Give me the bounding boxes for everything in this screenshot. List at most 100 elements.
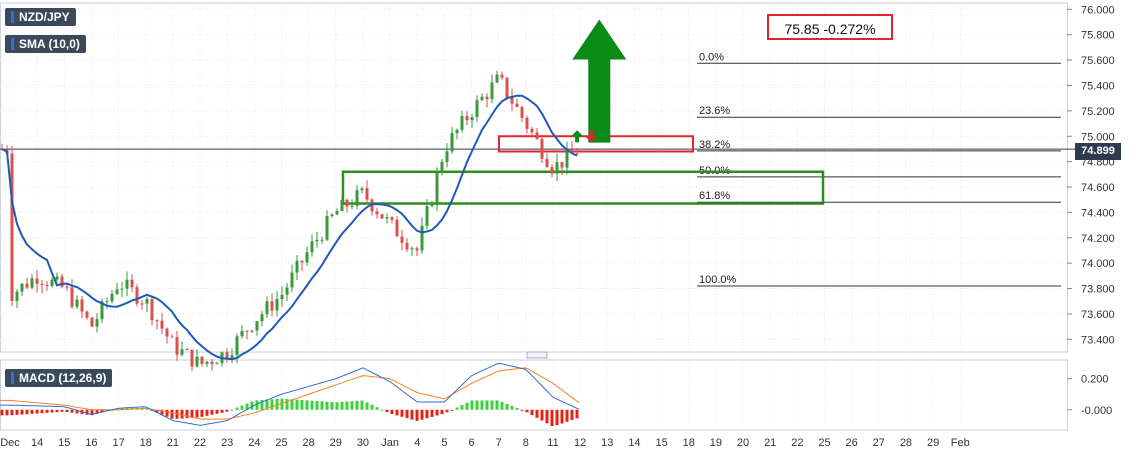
candle-body: [250, 330, 254, 332]
candle-body: [380, 214, 384, 219]
macd-histogram-bar: [45, 409, 49, 413]
candle-body: [420, 225, 424, 251]
x-tick-label: 25: [275, 437, 287, 449]
macd-histogram-bar: [300, 399, 304, 410]
candle-body: [120, 288, 124, 290]
candle-body: [140, 303, 144, 305]
candle-body: [340, 199, 344, 212]
candle-body: [505, 77, 509, 98]
candle-body: [530, 128, 534, 133]
x-tick-label: 25: [818, 437, 830, 449]
y-tick-label: 75.400: [1081, 80, 1115, 92]
candle-body: [165, 328, 169, 337]
macd-histogram-bar: [365, 402, 369, 410]
candle-body: [55, 276, 59, 280]
candle-body: [455, 129, 459, 134]
macd-tag[interactable]: MACD (12,26,9): [5, 369, 113, 387]
macd-histogram-bar: [305, 400, 309, 410]
small-down-arrow: [585, 130, 598, 143]
macd-histogram-bar: [95, 409, 99, 414]
candle-body: [10, 153, 14, 301]
macd-histogram-bar: [260, 399, 264, 410]
candle-body: [180, 349, 184, 355]
x-tick-label: 15: [655, 437, 667, 449]
macd-histogram-bar: [65, 409, 69, 413]
candle-body: [405, 242, 409, 250]
instrument-tag[interactable]: NZD/JPY: [5, 8, 76, 26]
candle-body: [150, 299, 154, 321]
candle-body: [395, 219, 399, 237]
candle-body: [190, 349, 194, 367]
candle-body: [425, 206, 429, 226]
macd-histogram-bar: [165, 409, 169, 417]
y-tick-label: 74.600: [1081, 182, 1115, 194]
candle-body: [450, 133, 454, 152]
candle-body: [85, 311, 89, 318]
signal-line: [0, 367, 580, 420]
x-tick-label: 20: [737, 437, 749, 449]
macd-histogram-bar: [265, 399, 269, 410]
macd-histogram-bar: [370, 404, 374, 410]
macd-histogram-bar: [5, 409, 9, 416]
macd-histogram-bar: [340, 401, 344, 410]
x-tick-label: 5: [441, 437, 447, 449]
macd-histogram-bar: [20, 409, 24, 415]
macd-histogram-bar: [310, 400, 314, 410]
candle-body: [245, 330, 249, 332]
candle-body: [170, 336, 174, 338]
up-arrow: [572, 19, 627, 143]
macd-histogram-bar: [560, 409, 564, 424]
fib-label: 61.8%: [699, 190, 730, 202]
x-tick-label: 23: [221, 437, 233, 449]
candle-body: [465, 116, 469, 121]
macd-histogram-bar: [505, 403, 509, 410]
x-tick-label: 11: [547, 437, 558, 449]
macd-histogram-bar: [220, 409, 224, 413]
y-tick-label: 73.800: [1081, 284, 1115, 296]
candle-body: [475, 100, 479, 118]
candle-body: [210, 361, 214, 364]
candle-body: [345, 199, 349, 207]
macd-histogram-bar: [240, 405, 244, 410]
candle-body: [485, 96, 489, 100]
candle-body: [335, 211, 339, 215]
x-tick-label: 29: [330, 437, 342, 449]
x-tick-label: 16: [85, 437, 97, 449]
x-tick-label: 24: [248, 437, 260, 449]
candle-body: [100, 301, 104, 320]
candle-body: [440, 161, 444, 173]
current-price-label: 74.899: [1075, 143, 1121, 160]
macd-histogram-bar: [410, 409, 414, 420]
macd-histogram-bar: [55, 409, 59, 413]
x-tick-label: 18: [683, 437, 695, 449]
fib-label: 23.6%: [699, 105, 730, 117]
macd-histogram-bar: [395, 409, 399, 416]
axes: Dec 14 15 16 17 18 21 22 23 24 25 28 29 30 Jan 4 5 6 7 8 11 1…: [0, 4, 1114, 449]
macd-histogram-bar: [190, 409, 194, 418]
candle-body: [490, 82, 494, 100]
candle-body: [525, 117, 529, 129]
candle-body: [230, 355, 234, 360]
macd-histogram-bar: [160, 409, 164, 415]
candle-body: [235, 336, 239, 356]
macd-histogram-bar: [315, 401, 319, 410]
candle-body: [105, 301, 109, 303]
candle-body: [280, 294, 284, 300]
candle-body: [500, 74, 504, 78]
fibonacci-levels: 0.0%23.6%38.2%50.0%61.8%100.0%: [0, 51, 1075, 287]
candle-body: [260, 314, 264, 322]
fib-label: 38.2%: [699, 139, 730, 151]
macd-histogram-bar: [485, 400, 489, 410]
main-panel-border: [0, 2, 1068, 353]
sma-tag[interactable]: SMA (10,0): [5, 35, 86, 53]
candle-body: [565, 149, 569, 168]
macd-histogram-bar: [350, 401, 354, 410]
x-tick-label: 14: [31, 437, 43, 449]
y-tick-label: 74.000: [1081, 258, 1115, 270]
macd-histogram-bar: [550, 409, 554, 427]
macd-histogram-bar: [545, 409, 549, 424]
x-tick-label: Dec: [0, 437, 20, 449]
macd-histogram-bar: [325, 401, 329, 410]
candle-body: [365, 188, 369, 200]
